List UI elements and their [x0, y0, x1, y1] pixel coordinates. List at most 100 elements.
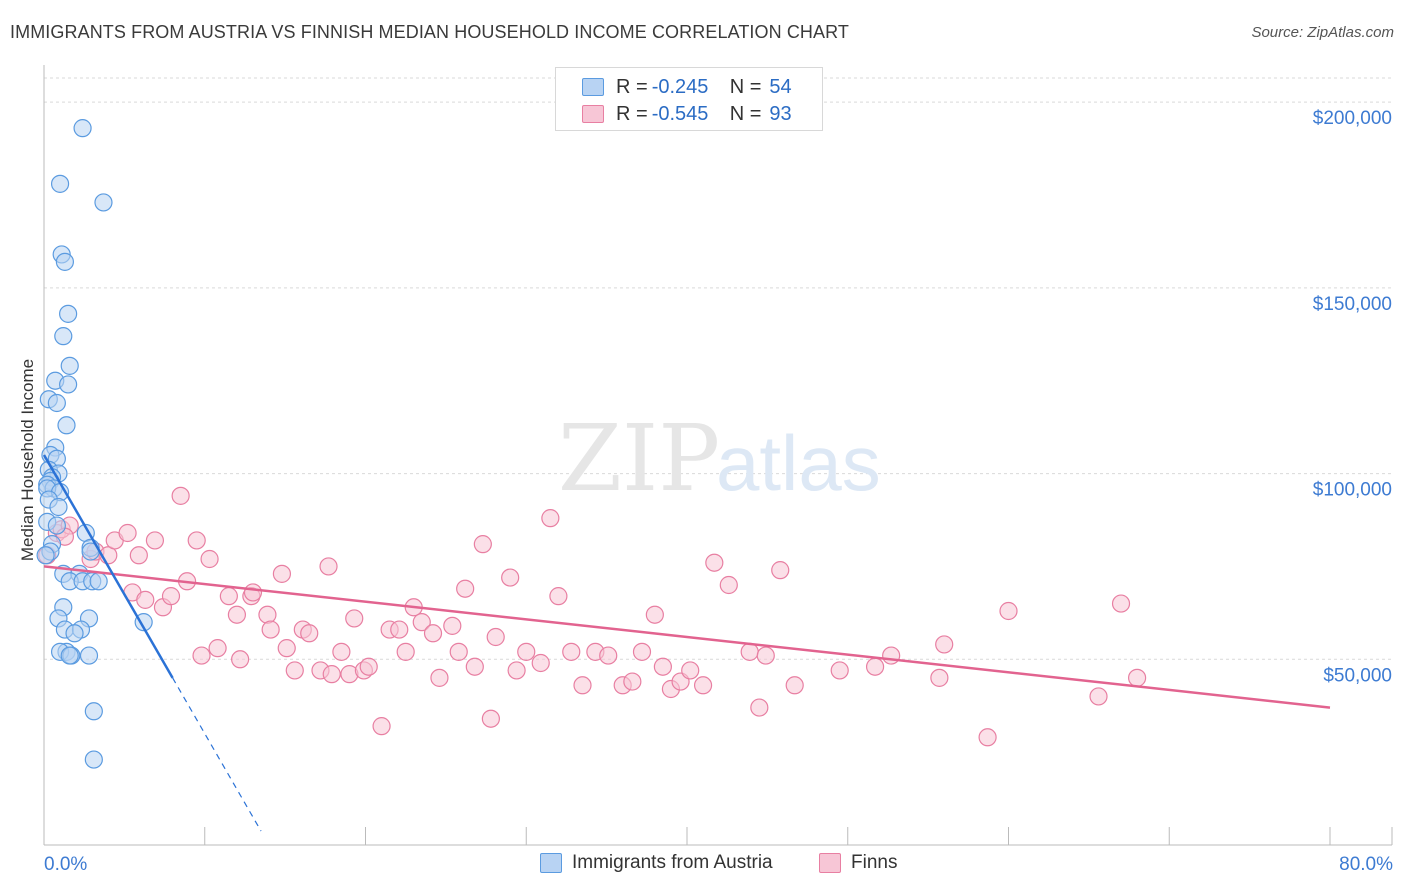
finns-point: [705, 553, 724, 572]
austria-point: [55, 252, 74, 271]
finns-point: [740, 642, 759, 661]
finns-swatch: [582, 105, 604, 123]
legend-item-finns[interactable]: Finns: [819, 852, 897, 874]
finns-point: [345, 609, 364, 628]
finns-point: [272, 564, 292, 583]
finns-point: [129, 546, 148, 565]
finns-points: [38, 486, 1147, 747]
austria-point: [65, 624, 84, 643]
austria-point: [50, 174, 70, 193]
finns-point: [136, 590, 155, 609]
legend-n-label: N =: [729, 102, 762, 125]
finns-point: [507, 661, 526, 680]
austria-point: [60, 356, 79, 375]
finns-point: [750, 698, 769, 717]
finns-point: [443, 616, 462, 635]
finns-point: [372, 717, 391, 736]
legend-label: Finns: [851, 852, 898, 873]
finns-point: [359, 657, 378, 676]
finns-point: [501, 568, 520, 587]
finns-point: [549, 587, 568, 606]
austria-point: [59, 375, 78, 394]
finns-point: [882, 646, 901, 665]
finns-point: [562, 642, 581, 661]
austria-swatch: [540, 853, 562, 873]
finns-point: [935, 635, 954, 654]
finns-point: [118, 523, 137, 543]
finns-point: [865, 657, 885, 676]
finns-point: [465, 657, 484, 676]
finns-point: [449, 642, 468, 661]
finns-trend-line: [43, 565, 1331, 709]
y-tick-label: $200,000: [1313, 108, 1392, 129]
tick-labels: $50,000 $100,000 $150,000 $200,000 0.0% 80.0%: [44, 108, 1393, 875]
finns-point: [486, 627, 505, 647]
legend-r-label: R =: [616, 75, 648, 98]
legend-r-value: -0.245: [651, 75, 709, 98]
legend-label: Immigrants from Austria: [572, 852, 773, 873]
legend-row-finns: R = -0.545 N = 93: [556, 101, 792, 127]
austria-point: [47, 393, 66, 413]
austria-point: [49, 497, 68, 517]
finns-point: [227, 605, 246, 624]
finns-point: [693, 676, 713, 695]
finns-point: [456, 579, 475, 598]
austria-point: [84, 750, 103, 769]
watermark-zip: ZIP: [558, 405, 720, 512]
legend-r-value: -0.545: [651, 102, 709, 125]
austria-point: [89, 572, 108, 591]
finns-point: [192, 646, 211, 665]
finns-point: [390, 620, 409, 639]
finns-point: [623, 672, 642, 691]
austria-point: [57, 416, 76, 435]
finns-point: [531, 653, 550, 673]
watermark: ZIP atlas: [558, 405, 881, 512]
finns-point: [319, 557, 338, 576]
finns-point: [219, 587, 238, 606]
finns-point: [1089, 687, 1108, 706]
trend-lines: [42, 454, 1331, 832]
finns-point: [258, 605, 277, 624]
finns-point: [999, 601, 1018, 621]
austria-point: [47, 516, 66, 535]
y-tick-label: $50,000: [1323, 665, 1392, 686]
austria-trend-extension: [172, 677, 262, 832]
austria-point: [59, 304, 78, 323]
series-legend: Immigrants from Austria Finns: [0, 852, 1406, 878]
finns-point: [930, 668, 949, 687]
finns-point: [645, 605, 664, 624]
finns-point: [285, 661, 304, 680]
finns-point: [771, 561, 790, 580]
finns-point: [978, 728, 997, 747]
finns-point: [573, 676, 592, 695]
finns-swatch: [819, 853, 841, 873]
legend-item-austria[interactable]: Immigrants from Austria: [540, 852, 773, 874]
finns-point: [300, 624, 319, 643]
finns-point: [243, 583, 263, 602]
finns-point: [171, 486, 190, 505]
grid-lines: [44, 77, 1392, 660]
finns-point: [719, 575, 738, 595]
austria-point: [79, 646, 99, 665]
austria-point: [84, 702, 103, 721]
finns-point: [756, 646, 775, 665]
austria-point: [54, 327, 73, 346]
legend-r-label: R =: [616, 102, 648, 125]
finns-point: [681, 661, 700, 680]
y-tick-label: $150,000: [1313, 294, 1392, 315]
y-tick-label: $100,000: [1313, 480, 1392, 501]
legend-n-label: N =: [729, 75, 762, 98]
finns-point: [261, 620, 280, 639]
finns-point: [145, 531, 165, 550]
finns-point: [332, 642, 351, 661]
austria-points: [36, 119, 153, 769]
finns-point: [322, 665, 341, 684]
finns-point: [1127, 668, 1147, 687]
finns-point: [541, 509, 560, 528]
austria-trend-line: [42, 454, 174, 679]
finns-point: [599, 646, 618, 665]
finns-point: [277, 639, 296, 658]
x-tick-label: 0.0%: [44, 854, 87, 875]
legend-row-austria: R = -0.245 N = 54: [556, 74, 792, 100]
finns-point: [481, 709, 500, 728]
